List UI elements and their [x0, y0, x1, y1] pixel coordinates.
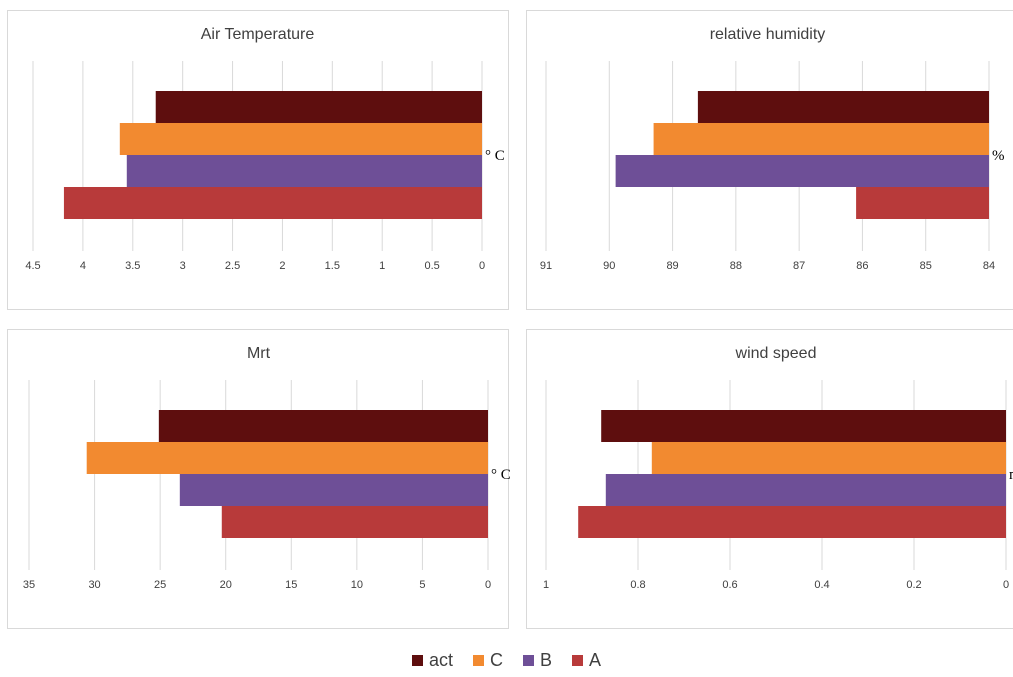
unit-label: ° C	[485, 148, 505, 164]
legend-label-b: B	[539, 650, 552, 670]
bar-act	[158, 410, 488, 442]
tick-label: 0	[1003, 579, 1009, 591]
chart-title: Air Temperature	[201, 26, 315, 43]
tick-label: 91	[540, 260, 552, 272]
legend-item-act: act	[411, 650, 453, 671]
legend-label-act: act	[428, 650, 453, 670]
chart-svg: relative humidity 91 90 89 88 87 86 85 84%	[540, 26, 1005, 272]
tick-label: 84	[983, 260, 995, 272]
tick-label: 4.5	[25, 260, 40, 272]
legend-item-c: C	[472, 650, 503, 671]
tick-label: 3.5	[125, 260, 140, 272]
bar-b	[605, 474, 1006, 506]
tick-label: 1.5	[325, 260, 340, 272]
legend-item-b: B	[522, 650, 552, 671]
tick-label: 0	[485, 579, 491, 591]
bar-act	[155, 91, 482, 123]
tick-label: 10	[351, 579, 363, 591]
bar-c	[651, 442, 1006, 474]
legend-item-a: A	[572, 650, 601, 671]
bar-a	[63, 187, 482, 219]
chart-svg: Air Temperature 4.5 4 3.5 3 2.5 2 1.5 1 0.5 0 ° C	[25, 26, 505, 272]
tick-label: 5	[419, 579, 425, 591]
tick-label: 20	[220, 579, 232, 591]
tick-label: 25	[154, 579, 166, 591]
tick-label: 0.4	[814, 579, 829, 591]
tick-label: 89	[666, 260, 678, 272]
legend-label-c: C	[489, 650, 503, 670]
tick-label: 15	[285, 579, 297, 591]
unit-label: %	[992, 148, 1005, 164]
unit-label: ° C	[491, 467, 511, 483]
chart-title: relative humidity	[710, 26, 826, 43]
legend: act C B A	[0, 650, 1013, 671]
bar-b	[615, 155, 989, 187]
tick-label: 0.8	[630, 579, 645, 591]
bar-a	[221, 506, 488, 538]
chart-title: Mrt	[247, 345, 271, 362]
tick-label: 86	[856, 260, 868, 272]
chart-wind-speed: wind speed 1 0.8 0.6 0.4 0.2 0 m	[526, 329, 1013, 629]
bar-b	[179, 474, 489, 506]
tick-label: 30	[88, 579, 100, 591]
tick-label: 85	[920, 260, 932, 272]
legend-swatch-a	[572, 655, 583, 666]
tick-label: 0.6	[722, 579, 737, 591]
tick-label: 35	[23, 579, 35, 591]
bar-act	[601, 410, 1006, 442]
bar-c	[86, 442, 489, 474]
tick-label: 0.5	[424, 260, 439, 272]
bar-c	[119, 123, 482, 155]
legend-swatch-act	[411, 655, 423, 666]
bar-act	[697, 91, 989, 123]
legend-swatch-c	[472, 655, 484, 666]
tick-label: 0	[479, 260, 485, 272]
bar-b	[126, 155, 483, 187]
tick-label: 1	[543, 579, 549, 591]
bar-a	[856, 187, 989, 219]
tick-label: 87	[793, 260, 805, 272]
chart-svg: wind speed 1 0.8 0.6 0.4 0.2 0 m	[543, 345, 1013, 591]
tick-label: 2	[279, 260, 285, 272]
bar-a	[578, 506, 1006, 538]
bar-c	[653, 123, 989, 155]
chart-title: wind speed	[735, 345, 817, 362]
tick-label: 90	[603, 260, 615, 272]
unit-label: m	[1009, 467, 1013, 483]
legend-label-a: A	[589, 650, 602, 670]
chart-mrt: Mrt 35 30 25 20 15 10 5 0 ° C	[7, 329, 511, 629]
tick-label: 0.2	[906, 579, 921, 591]
chart-relative-humidity: relative humidity 91 90 89 88 87 86 85 84%	[526, 10, 1013, 310]
legend-swatch-b	[522, 655, 534, 666]
tick-label: 1	[379, 260, 385, 272]
chart-air-temperature: Air Temperature 4.5 4 3.5 3 2.5 2 1.5 1 0.5 0 ° C	[7, 10, 509, 310]
tick-label: 3	[180, 260, 186, 272]
tick-label: 88	[730, 260, 742, 272]
tick-label: 4	[80, 260, 86, 272]
tick-label: 2.5	[225, 260, 240, 272]
chart-svg: Mrt 35 30 25 20 15 10 5 0 ° C	[23, 345, 511, 591]
